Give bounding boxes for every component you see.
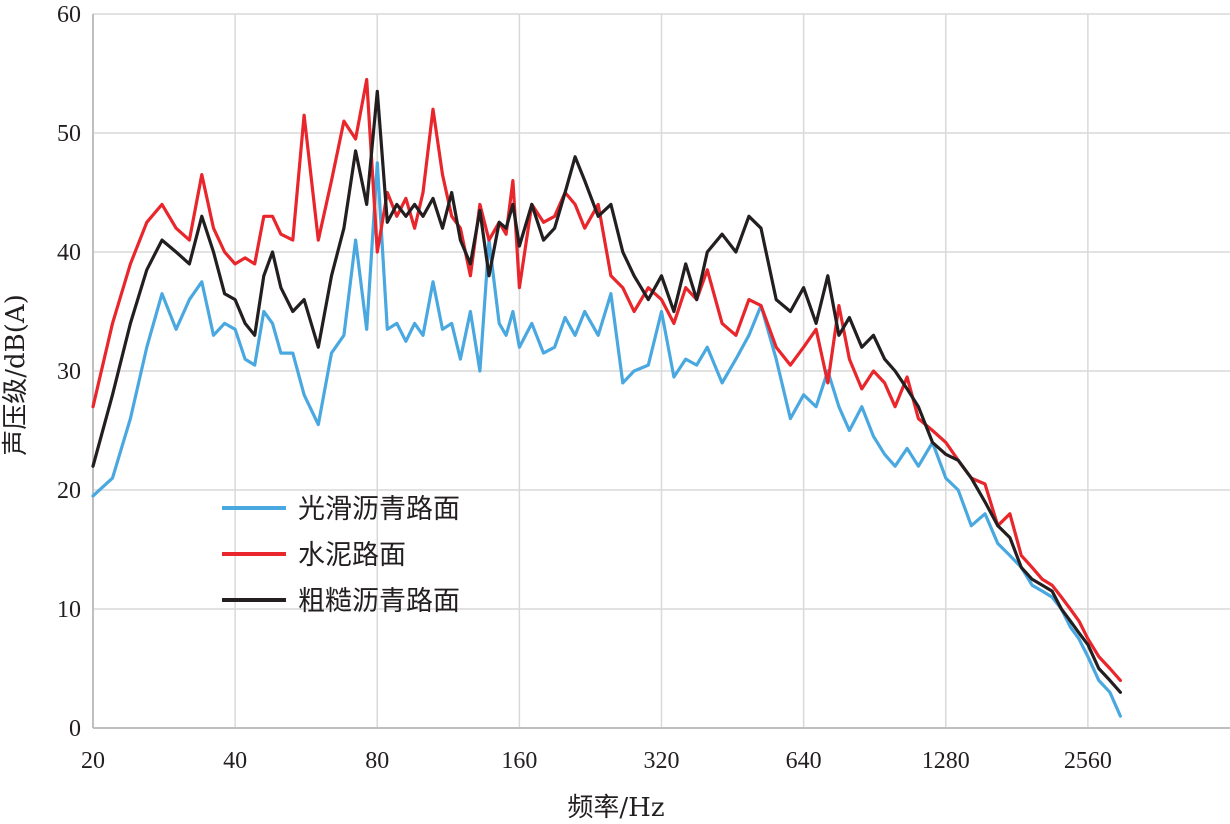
y-tick-label: 30 (57, 359, 81, 385)
x-tick-label: 320 (644, 748, 680, 774)
series-lines (91, 77, 1123, 718)
y-tick-label: 10 (57, 597, 81, 623)
legend-label: 粗糙沥青路面 (298, 586, 460, 617)
x-tick-label: 2560 (1064, 748, 1112, 774)
x-tick-label: 160 (501, 748, 537, 774)
y-tick-label: 0 (69, 716, 81, 742)
y-tick-label: 50 (57, 121, 81, 147)
x-tick-label: 80 (365, 748, 389, 774)
grid-lines (93, 13, 1230, 728)
legend-label: 光滑沥青路面 (298, 494, 460, 525)
y-tick-label: 20 (57, 478, 81, 504)
legend-label: 水泥路面 (298, 540, 406, 571)
y-axis-title: 声压级/dB(A) (1, 294, 31, 456)
series-line-2 (91, 77, 1123, 683)
x-axis-title: 频率/Hz (567, 793, 664, 823)
x-tick-label: 20 (81, 748, 105, 774)
series-line-1 (91, 161, 1123, 718)
x-tick-label: 640 (786, 748, 822, 774)
y-tick-label: 60 (57, 2, 81, 28)
series-line-3 (91, 89, 1123, 694)
axes (92, 14, 1230, 729)
x-tick-label: 40 (223, 748, 247, 774)
x-tick-label: 1280 (922, 748, 970, 774)
y-tick-label: 40 (57, 240, 81, 266)
tick-labels: 0 10 20 30 40 50 60 20 40 80 160 320 640 1280 2560 (57, 2, 1112, 774)
